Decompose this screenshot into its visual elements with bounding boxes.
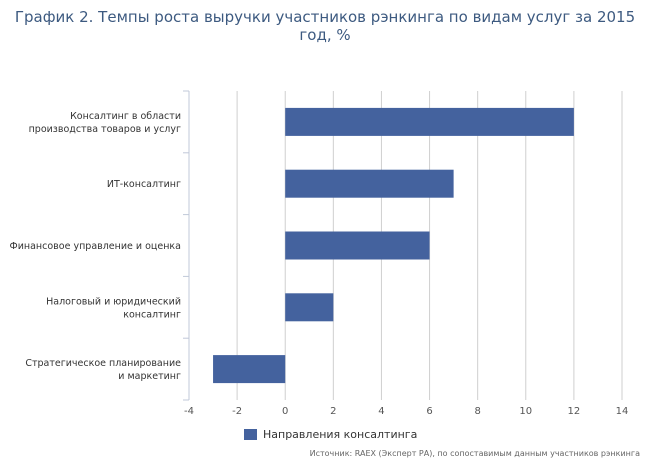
bar bbox=[285, 107, 574, 136]
category-label: Финансовое управление и оценка bbox=[10, 241, 181, 252]
legend-swatch bbox=[244, 429, 257, 440]
category-label: Налоговый и юридический bbox=[46, 296, 181, 307]
x-tick-label: 0 bbox=[282, 406, 288, 417]
x-tick-label: 14 bbox=[616, 406, 629, 417]
category-label: консалтинг bbox=[123, 309, 181, 320]
category-label: Консалтинг в области bbox=[70, 111, 181, 122]
category-label: ИТ-консалтинг bbox=[107, 179, 181, 190]
x-tick-label: -4 bbox=[184, 406, 194, 417]
category-label: и маркетинг bbox=[118, 371, 181, 382]
x-tick-label: 12 bbox=[568, 406, 581, 417]
bar bbox=[213, 355, 286, 384]
x-tick-label: -2 bbox=[232, 406, 242, 417]
x-tick-label: 10 bbox=[519, 406, 532, 417]
bar bbox=[285, 293, 334, 322]
x-tick-label: 4 bbox=[378, 406, 384, 417]
x-tick-label: 6 bbox=[426, 406, 432, 417]
x-tick-label: 8 bbox=[474, 406, 480, 417]
legend-label: Направления консалтинга bbox=[263, 428, 418, 441]
source-note: Источник: RAEX (Эксперт РА), по сопостав… bbox=[309, 449, 640, 458]
x-tick-label: 2 bbox=[330, 406, 336, 417]
bar bbox=[285, 169, 454, 198]
chart-title: График 2. Темпы роста выручки участников… bbox=[14, 8, 636, 44]
category-label: Стратегическое планирование bbox=[25, 358, 181, 369]
bar bbox=[285, 231, 430, 260]
category-label: производства товаров и услуг bbox=[29, 124, 181, 135]
legend[interactable]: Направления консалтинга bbox=[244, 428, 417, 441]
